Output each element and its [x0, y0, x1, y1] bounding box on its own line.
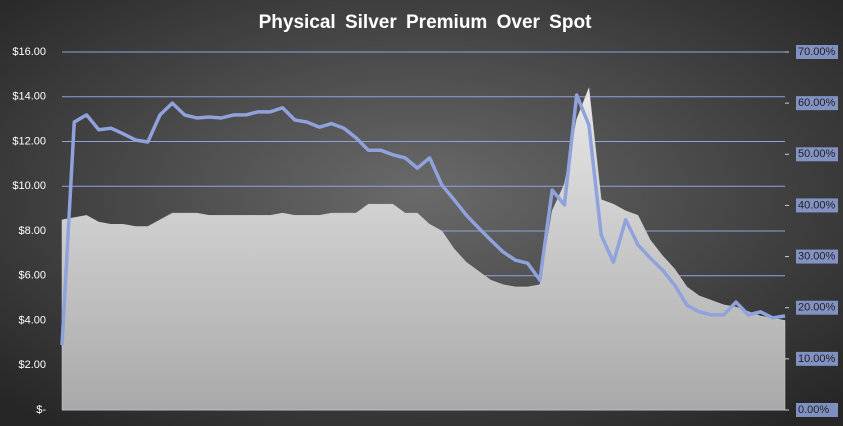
- y2-tick-label-bg: [796, 403, 838, 417]
- y2-tick-label-bg: [796, 96, 838, 111]
- y-tick-label: $16.00: [12, 46, 46, 58]
- y2-tick-label-bg: [796, 198, 838, 213]
- y-tick-label: $2.00: [18, 359, 46, 371]
- chart-title: Physical Silver Premium Over Spot: [259, 12, 592, 33]
- y2-tick-label: 50.00%: [798, 148, 836, 160]
- y2-tick-label: 70.00%: [798, 46, 836, 58]
- line: [60, 93, 786, 346]
- y2-tick-label-bg: [796, 147, 838, 162]
- y2-tick-label: 20.00%: [798, 302, 836, 314]
- y-tick-label: $12.00: [12, 135, 46, 147]
- y2-tick-label-bg: [796, 300, 838, 315]
- y2-tick-label-bg: [796, 45, 838, 59]
- y-tick-label: $-: [36, 404, 46, 416]
- y2-tick-label: 60.00%: [798, 97, 836, 109]
- y-tick-label: $8.00: [18, 225, 46, 237]
- y-tick-label: $14.00: [12, 91, 46, 103]
- y2-tick-label: 40.00%: [798, 199, 836, 211]
- y-tick-label: $6.00: [18, 270, 46, 282]
- y-tick-label: $10.00: [12, 180, 46, 192]
- y2-tick-label: 10.00%: [798, 353, 836, 365]
- y2-tick-label: 30.00%: [798, 250, 836, 262]
- y2-tick-label-bg: [796, 249, 838, 264]
- y2-tick-label-bg: [796, 351, 838, 366]
- y2-tick-label: 0.00%: [798, 404, 829, 416]
- y-tick-label: $4.00: [18, 314, 46, 326]
- area: [61, 87, 786, 411]
